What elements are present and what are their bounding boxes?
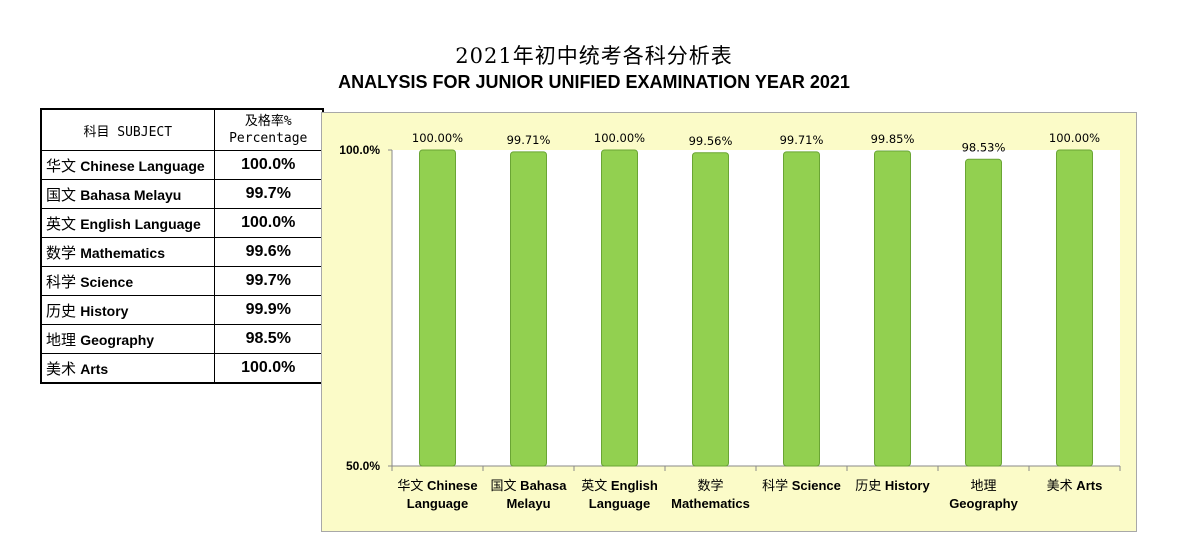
x-tick-label-en: English	[607, 478, 658, 493]
percentage-cell: 99.7%	[213, 266, 324, 296]
x-tick-label-en-line2: Language	[589, 496, 650, 511]
data-label: 100.00%	[1049, 131, 1100, 145]
x-tick-label-en-line2: Language	[407, 496, 468, 511]
header-pct-line1: 及格率%	[244, 114, 292, 129]
percentage-cell: 100.0%	[213, 150, 324, 180]
percentage-cell: 100.0%	[213, 208, 324, 238]
header-pct-line2: Percentage	[229, 131, 308, 146]
x-tick-label-en: Chinese	[423, 478, 477, 493]
x-tick-label-cn: 科学	[762, 478, 788, 494]
y-tick-label: 100.0%	[339, 143, 380, 157]
subject-name-en: Science	[80, 273, 134, 290]
subject-cell: 数学 Mathematics	[40, 237, 215, 267]
data-label: 98.53%	[962, 140, 1006, 154]
percentage-cell: 98.5%	[213, 324, 324, 354]
plot-area	[392, 150, 1120, 466]
x-tick-label-en: Science	[788, 478, 841, 493]
subject-name-en: Bahasa Melayu	[80, 186, 182, 203]
x-tick-label-cn: 美术	[1047, 479, 1073, 494]
subject-name-cn: 美术	[46, 359, 77, 378]
bar-chart: 100.0% 50.0% 100.00% 华文 Chinese Language 99.7…	[339, 131, 1121, 511]
x-tick-label-cn: 国文	[491, 479, 517, 494]
x-tick-label: 科学 Science	[762, 478, 841, 494]
x-tick-label-en-line2: Mathematics	[671, 496, 750, 511]
table-row: 美术 Arts 100.0%	[40, 353, 324, 384]
data-label: 99.56%	[689, 134, 733, 148]
subject-name-en: Geography	[80, 331, 155, 348]
table-header-row: 科目 SUBJECT 及格率% Percentage	[40, 108, 324, 151]
data-label: 99.85%	[871, 132, 915, 146]
subject-name-cn: 历史	[46, 301, 77, 320]
header-percentage: 及格率% Percentage	[213, 108, 324, 151]
data-label: 99.71%	[780, 133, 824, 147]
x-tick-label: 历史 History	[855, 478, 930, 494]
data-label: 100.00%	[412, 131, 463, 145]
x-tick-label: 华文 Chinese	[397, 478, 477, 494]
x-tick-label: 美术 Arts	[1047, 478, 1103, 494]
x-tick-label-cn: 地理	[970, 479, 996, 494]
x-tick-label-cn: 历史	[855, 479, 881, 494]
bar	[1056, 149, 1093, 467]
x-tick-label: 国文 Bahasa	[491, 478, 568, 494]
subject-name-cn: 地理	[46, 330, 77, 349]
percentage-cell: 99.6%	[213, 237, 324, 267]
data-label: 99.71%	[507, 133, 551, 147]
table-body: 华文 Chinese Language 100.0% 国文 Bahasa Melay…	[40, 150, 324, 384]
bar	[510, 151, 547, 467]
x-tick-label-cn: 数学	[697, 478, 723, 494]
subject-name-cn: 华文	[46, 156, 77, 175]
x-tick-label-cn: 华文	[397, 479, 423, 494]
x-tick-label-en-line2: Geography	[949, 496, 1018, 511]
bar	[965, 158, 1002, 467]
subject-name-en: Arts	[80, 360, 109, 377]
subject-name-en: Mathematics	[80, 244, 165, 261]
percentage-cell: 99.7%	[213, 179, 324, 209]
table-row: 华文 Chinese Language 100.0%	[40, 150, 324, 180]
subject-cell: 华文 Chinese Language	[40, 150, 215, 180]
subject-cell: 历史 History	[40, 295, 215, 325]
bar	[783, 151, 820, 467]
x-tick-label-en: History	[881, 478, 930, 493]
table-row: 英文 English Language 100.0%	[40, 208, 324, 238]
x-tick-label-en: Bahasa	[517, 478, 568, 493]
table-row: 国文 Bahasa Melayu 99.7%	[40, 179, 324, 209]
x-tick-label-cn: 英文	[581, 479, 607, 494]
subject-name-en: English Language	[80, 215, 201, 232]
subject-name-cn: 科学	[46, 272, 77, 291]
percentage-cell: 100.0%	[213, 353, 324, 384]
bar	[419, 149, 456, 467]
header-subject: 科目 SUBJECT	[40, 108, 215, 151]
subject-cell: 美术 Arts	[40, 353, 215, 384]
x-tick-label-en-line2: Melayu	[506, 496, 550, 511]
subject-cell: 国文 Bahasa Melayu	[40, 179, 215, 209]
subject-cell: 英文 English Language	[40, 208, 215, 238]
subject-name-en: Chinese Language	[80, 157, 205, 174]
page-title-english: ANALYSIS FOR JUNIOR UNIFIED EXAMINATION …	[338, 72, 850, 92]
table-row: 数学 Mathematics 99.6%	[40, 237, 324, 267]
x-tick-label: 地理	[970, 479, 996, 494]
subject-cell: 科学 Science	[40, 266, 215, 296]
bar	[874, 150, 911, 467]
chart-panel: 100.0% 50.0% 100.00% 华文 Chinese Language 99.7…	[321, 112, 1137, 532]
table-row: 地理 Geography 98.5%	[40, 324, 324, 354]
table-row: 科学 Science 99.7%	[40, 266, 324, 296]
bar	[692, 152, 729, 467]
subject-cell: 地理 Geography	[40, 324, 215, 354]
percentage-cell: 99.9%	[213, 295, 324, 325]
subject-name-cn: 国文	[46, 185, 77, 204]
y-tick-label: 50.0%	[346, 459, 380, 473]
table-row: 历史 History 99.9%	[40, 295, 324, 325]
data-label: 100.00%	[594, 131, 645, 145]
x-tick-label-en: Arts	[1073, 478, 1103, 493]
bar	[601, 149, 638, 467]
x-tick-label: 数学	[697, 478, 723, 494]
x-tick-label: 英文 English	[581, 478, 658, 494]
subject-name-en: History	[80, 302, 129, 319]
page-title-chinese: 2021年初中统考各科分析表	[455, 44, 733, 68]
pass-rate-table: 科目 SUBJECT 及格率% Percentage 华文 Chinese La…	[40, 108, 324, 384]
subject-name-cn: 英文	[46, 214, 77, 233]
subject-name-cn: 数学	[46, 243, 77, 262]
